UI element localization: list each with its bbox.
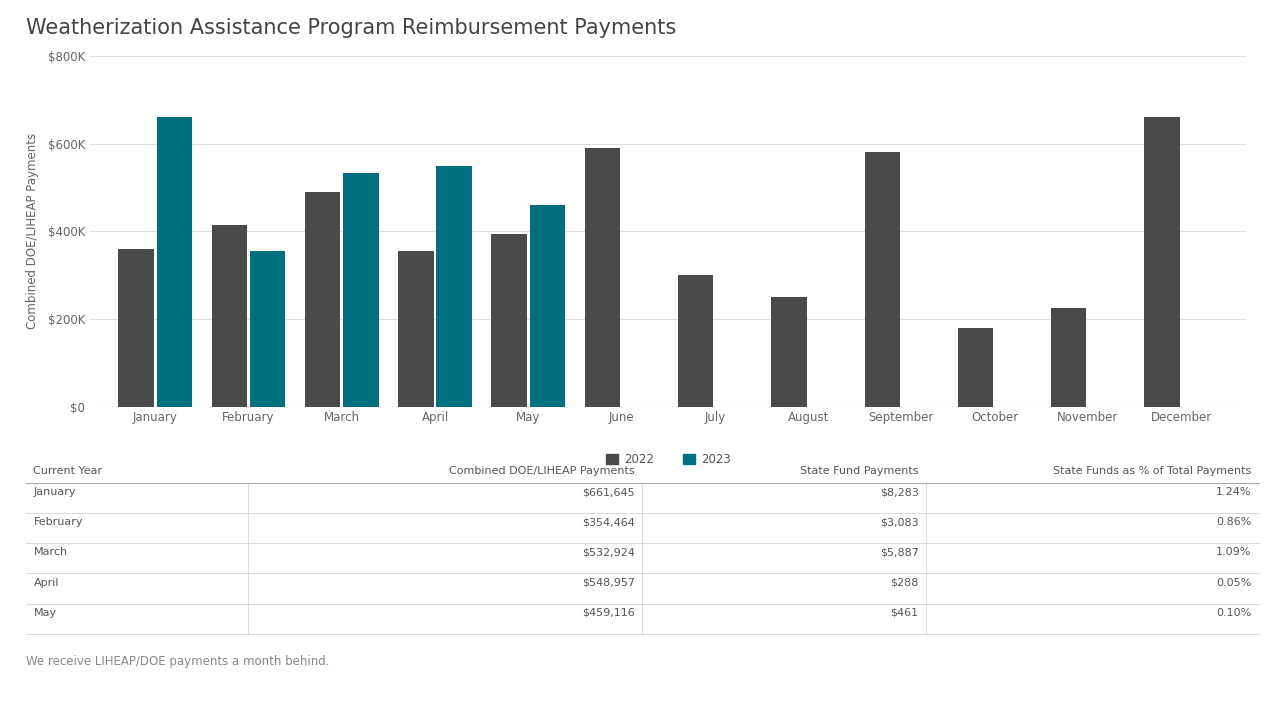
Bar — [585, 148, 621, 407]
Text: $288: $288 — [891, 578, 919, 587]
Text: We receive LIHEAP/DOE payments a month behind.: We receive LIHEAP/DOE payments a month b… — [26, 655, 329, 669]
Bar — [437, 166, 472, 407]
Bar — [249, 251, 285, 407]
Text: $461: $461 — [891, 608, 919, 618]
Text: 0.05%: 0.05% — [1217, 578, 1252, 587]
Text: State Funds as % of Total Payments: State Funds as % of Total Payments — [1054, 466, 1252, 476]
Text: Combined DOE/LIHEAP Payments: Combined DOE/LIHEAP Payments — [450, 466, 635, 476]
Bar — [491, 233, 527, 407]
Text: $354,464: $354,464 — [582, 517, 635, 527]
Text: $8,283: $8,283 — [880, 487, 919, 497]
Text: March: March — [33, 547, 68, 557]
Text: Current Year: Current Year — [33, 466, 103, 476]
Bar — [1145, 117, 1180, 407]
Y-axis label: Combined DOE/LIHEAP Payments: Combined DOE/LIHEAP Payments — [27, 133, 40, 329]
Text: $532,924: $532,924 — [582, 547, 635, 557]
Bar — [771, 297, 807, 407]
Text: May: May — [33, 608, 57, 618]
Text: 0.10%: 0.10% — [1217, 608, 1252, 618]
Bar — [118, 249, 154, 407]
Text: 1.09%: 1.09% — [1216, 547, 1252, 557]
Text: $661,645: $661,645 — [582, 487, 635, 497]
Text: February: February — [33, 517, 84, 527]
Text: $459,116: $459,116 — [582, 608, 635, 618]
Text: $3,083: $3,083 — [880, 517, 919, 527]
Bar — [305, 192, 341, 407]
Bar — [1051, 308, 1087, 407]
Bar — [212, 225, 247, 407]
Text: $548,957: $548,957 — [582, 578, 635, 587]
Text: $5,887: $5,887 — [880, 547, 919, 557]
Text: January: January — [33, 487, 76, 497]
Text: 1.24%: 1.24% — [1216, 487, 1252, 497]
Bar — [529, 205, 565, 407]
Legend: 2022, 2023: 2022, 2023 — [601, 449, 735, 471]
Text: April: April — [33, 578, 59, 587]
Bar — [678, 275, 713, 407]
Text: Weatherization Assistance Program Reimbursement Payments: Weatherization Assistance Program Reimbu… — [26, 18, 676, 38]
Bar — [957, 327, 993, 407]
Bar — [398, 251, 433, 407]
Text: State Fund Payments: State Fund Payments — [801, 466, 919, 476]
Bar — [343, 173, 379, 407]
Bar — [865, 152, 900, 407]
Bar — [157, 116, 191, 407]
Text: 0.86%: 0.86% — [1216, 517, 1252, 527]
